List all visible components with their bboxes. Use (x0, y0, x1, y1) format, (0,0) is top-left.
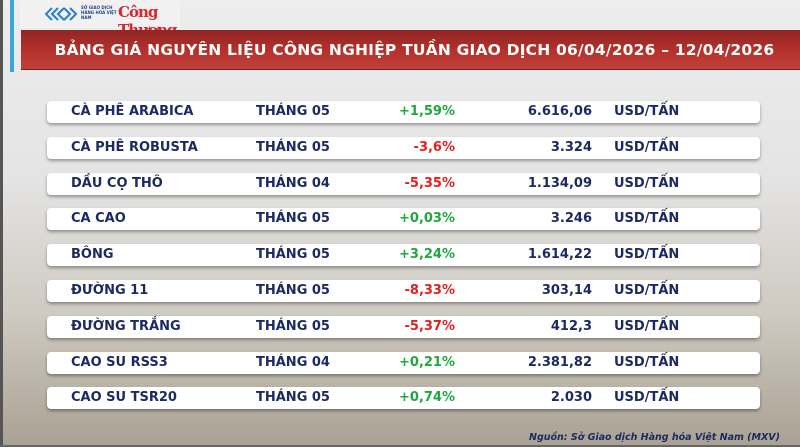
frame-border (0, 0, 3, 447)
table-row: ĐƯỜNG 11 THÁNG 05 -8,33% 303,14 USD/TẤN (47, 280, 760, 302)
price-unit: USD/TẤN (614, 139, 680, 155)
commodity-name: CAO SU TSR20 (71, 390, 177, 406)
change-percent: +0,03% (399, 211, 455, 227)
price-value: 412,3 (550, 318, 592, 334)
mxv-logo-text: SỞ GIAO DỊCH HÀNG HÓA VIỆT NAM (81, 5, 117, 20)
table-row: CAO SU TSR20 THÁNG 05 +0,74% 2.030 USD/TẤN (47, 387, 760, 410)
price-unit: USD/TẤN (614, 211, 680, 227)
change-percent: -3,6% (413, 139, 455, 155)
title-banner: BẢNG GIÁ NGUYÊN LIỆU CÔNG NGHIỆP TUẦN GI… (21, 30, 800, 70)
price-unit: USD/TẤN (614, 283, 680, 298)
contract-month: THÁNG 05 (256, 139, 330, 155)
page-title: BẢNG GIÁ NGUYÊN LIỆU CÔNG NGHIỆP TUẦN GI… (54, 41, 775, 59)
table-row: DẦU CỌ THÔ THÁNG 04 -5,35% 1.134,09 USD/TẤN (47, 172, 760, 195)
commodity-name: CÀ PHÊ ARABICA (71, 104, 194, 119)
contract-month: THÁNG 05 (256, 211, 330, 227)
price-value: 303,14 (541, 283, 592, 298)
table-row: CÀ PHÊ ROBUSTA THÁNG 05 -3,6% 3.324 USD/TẤN (47, 136, 760, 159)
mxv-logo-icon (44, 7, 78, 21)
price-value: 6.616,06 (527, 104, 592, 119)
price-unit: USD/TẤN (614, 390, 680, 406)
contract-month: THÁNG 04 (256, 354, 330, 370)
contract-month: THÁNG 05 (256, 283, 330, 298)
contract-month: THÁNG 05 (256, 104, 330, 119)
commodity-name: DẦU CỌ THÔ (71, 175, 163, 191)
commodity-name: BÔNG (71, 247, 114, 263)
price-value: 3.324 (550, 139, 592, 155)
bottom-border (0, 445, 800, 447)
price-value: 2.030 (550, 390, 592, 406)
contract-month: THÁNG 05 (256, 390, 330, 406)
contract-month: THÁNG 05 (256, 318, 330, 334)
price-value: 1.614,22 (527, 247, 592, 263)
table-row: CA CAO THÁNG 05 +0,03% 3.246 USD/TẤN (47, 208, 760, 231)
accent-bar (10, 0, 14, 72)
table-row: CAO SU RSS3 THÁNG 04 +0,21% 2.381,82 USD/TẤN (47, 351, 760, 374)
price-unit: USD/TẤN (614, 318, 680, 334)
commodity-name: CAO SU RSS3 (71, 354, 168, 370)
source-note: Nguồn: Sở Giao dịch Hàng hóa Việt Nam (M… (529, 432, 780, 443)
change-percent: -8,33% (404, 283, 456, 298)
change-percent: +0,21% (399, 354, 455, 370)
change-percent: +0,74% (399, 390, 455, 406)
change-percent: +3,24% (399, 247, 455, 263)
logo-area: SỞ GIAO DỊCH HÀNG HÓA VIỆT NAM Công Thươ… (20, 0, 180, 39)
price-value: 1.134,09 (527, 175, 592, 191)
commodity-name: ĐƯỜNG 11 (71, 283, 149, 298)
commodity-name: CÀ PHÊ ROBUSTA (71, 139, 198, 155)
table-row: ĐƯỜNG TRẮNG THÁNG 05 -5,37% 412,3 USD/TẤN (47, 315, 760, 338)
change-percent: -5,37% (404, 318, 456, 334)
contract-month: THÁNG 04 (256, 175, 330, 191)
table-row: BÔNG THÁNG 05 +3,24% 1.614,22 USD/TẤN (47, 244, 760, 267)
price-value: 2.381,82 (527, 354, 592, 370)
price-unit: USD/TẤN (614, 175, 680, 191)
table-row: CÀ PHÊ ARABICA THÁNG 05 +1,59% 6.616,06 USD/… (47, 101, 760, 123)
price-unit: USD/TẤN (614, 354, 680, 370)
commodity-name: ĐƯỜNG TRẮNG (71, 318, 181, 334)
change-percent: -5,35% (404, 175, 456, 191)
change-percent: +1,59% (399, 104, 455, 119)
price-unit: USD/TẤN (614, 104, 680, 119)
contract-month: THÁNG 05 (256, 247, 330, 263)
commodity-name: CA CAO (71, 211, 126, 227)
price-unit: USD/TẤN (614, 247, 680, 263)
price-value: 3.246 (550, 211, 592, 227)
